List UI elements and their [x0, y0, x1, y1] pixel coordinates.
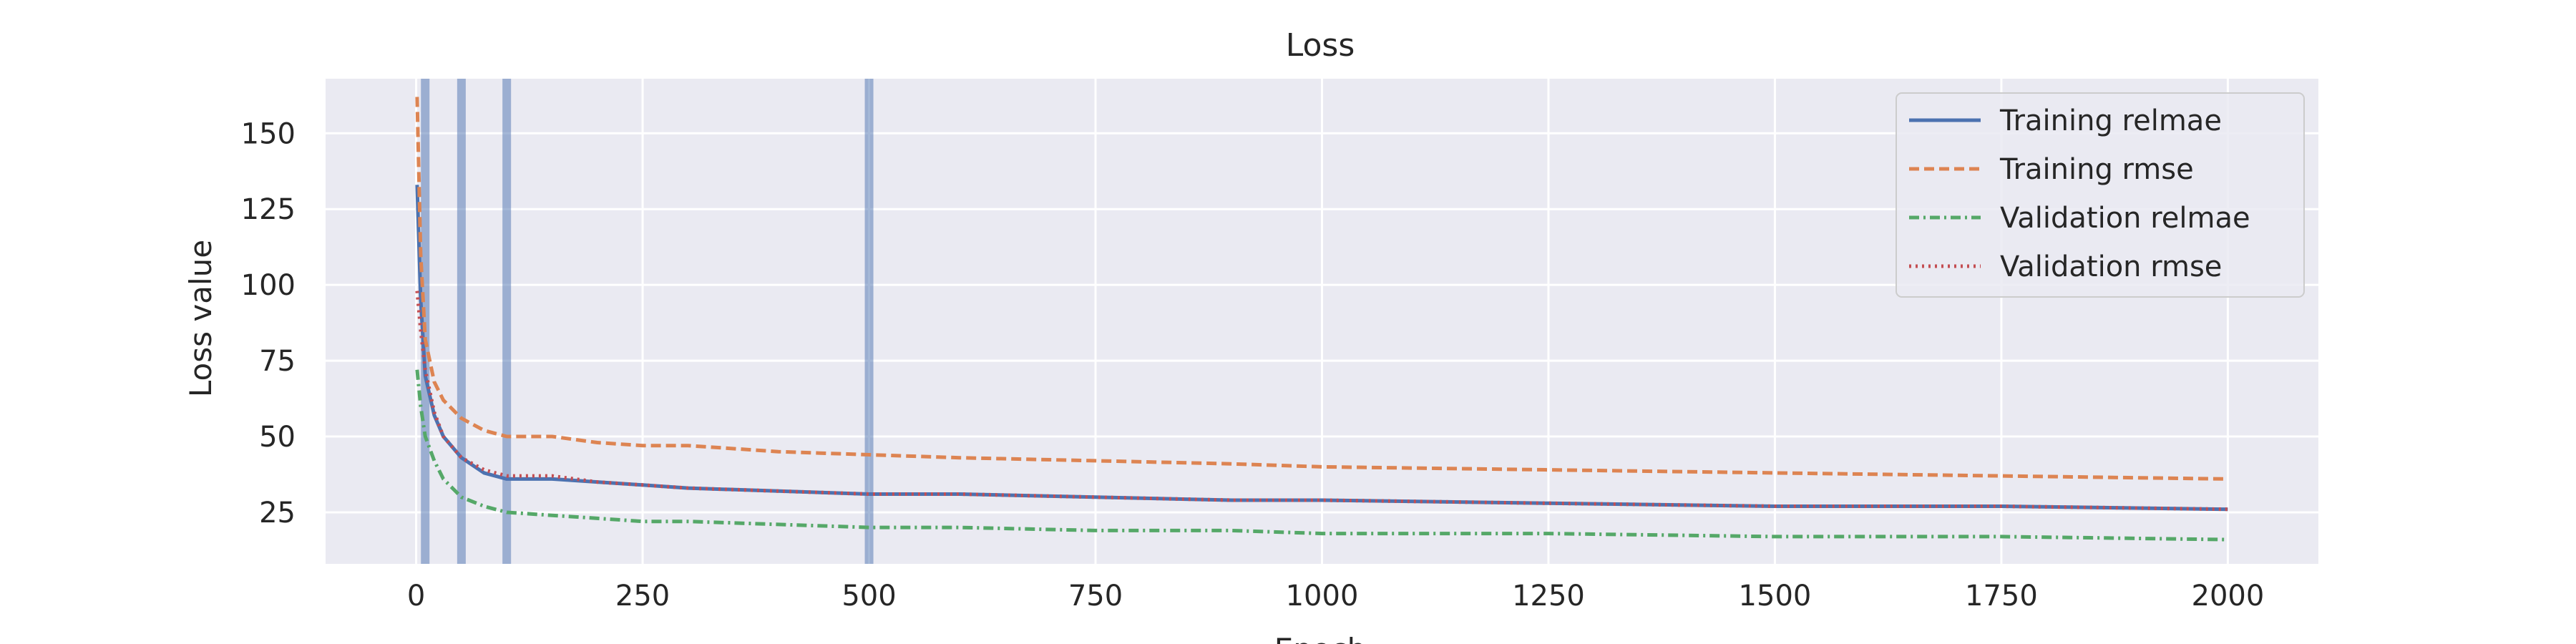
- x-tick-label: 250: [615, 580, 670, 613]
- y-axis-ticks: 25 50 75 100 125 150: [241, 117, 296, 530]
- x-tick-label: 0: [407, 580, 425, 613]
- legend-box: [1896, 92, 2305, 298]
- legend-label: Training rmse: [1999, 153, 2194, 186]
- x-tick-label: 2000: [2192, 580, 2265, 613]
- y-tick-label: 50: [259, 421, 296, 454]
- x-axis-ticks: 0 250 500 750 1000 1250 1500 1750 2000: [407, 580, 2264, 613]
- y-axis-label: Loss value: [183, 240, 218, 397]
- x-axis-label: Epoch: [1274, 632, 1367, 644]
- legend: Training relmae Training rmse Validation r…: [1896, 92, 2305, 298]
- series-line: [415, 97, 2228, 481]
- series-line: [415, 369, 2228, 542]
- y-tick-label: 150: [241, 117, 296, 150]
- vertical-markers: [421, 79, 874, 564]
- series-line: [415, 291, 2228, 512]
- y-tick-label: 100: [241, 269, 296, 302]
- x-tick-label: 1000: [1286, 580, 1359, 613]
- legend-label: Validation rmse: [2000, 250, 2222, 283]
- legend-label: Training relmae: [1999, 104, 2222, 137]
- y-tick-label: 25: [259, 497, 296, 530]
- chart-title: Loss: [1286, 27, 1355, 64]
- y-tick-label: 75: [259, 345, 296, 378]
- x-tick-label: 1500: [1739, 580, 1812, 613]
- legend-label: Validation relmae: [2000, 202, 2250, 235]
- x-tick-label: 1750: [1965, 580, 2038, 613]
- series-lines: [415, 97, 2228, 542]
- x-tick-label: 1250: [1512, 580, 1585, 613]
- x-tick-label: 500: [841, 580, 896, 613]
- x-tick-label: 750: [1068, 580, 1123, 613]
- y-tick-label: 125: [241, 193, 296, 226]
